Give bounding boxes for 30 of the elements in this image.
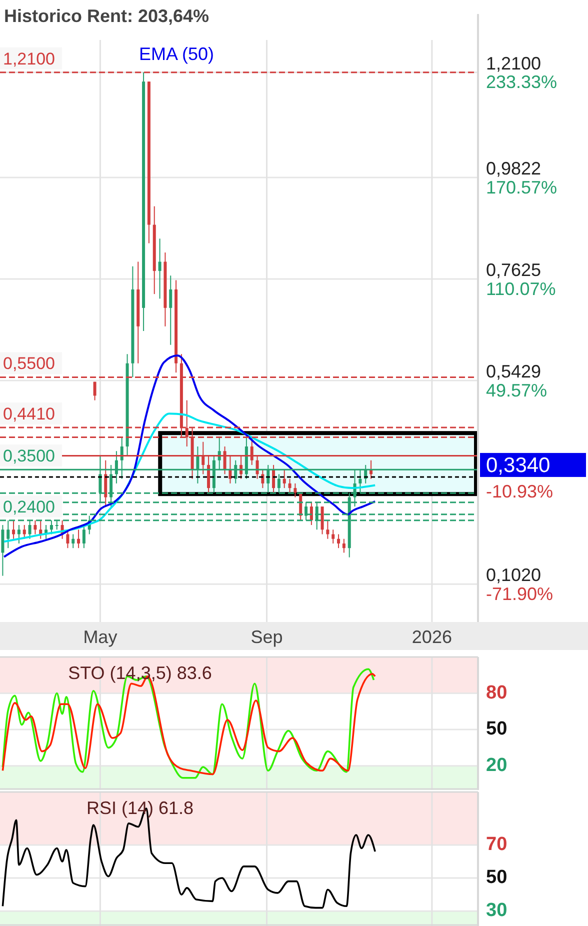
ref-line-label: 0,5500 (3, 354, 55, 374)
y-tick-label: 1,2100 (486, 53, 542, 74)
ref-line-label: 0,4410 (3, 404, 55, 424)
y-tick-label: 0,9822 (486, 158, 542, 179)
y2-tick-label: 49.57% (486, 380, 548, 400)
y2-tick-label: -10.93% (486, 482, 554, 502)
text: EMA (50) (139, 44, 214, 64)
y2-tick-label: 233.33% (486, 72, 558, 92)
x-tick-label: 2026 (412, 627, 452, 647)
x-tick-label: May (83, 627, 118, 647)
y-tick-label: 70 (486, 834, 508, 855)
ref-line-label: 0,2400 (3, 497, 55, 516)
y-tick-label: 80 (486, 682, 508, 704)
y-tick-label: 0,7625 (486, 260, 542, 280)
y-tick-label: 0,1020 (486, 565, 542, 586)
ref-line-label: 0,3500 (3, 446, 55, 466)
chart-title: RSI (14) 61.8 (86, 798, 194, 818)
y-tick-label: 20 (486, 754, 508, 776)
x-tick-label: Sep (250, 627, 283, 647)
ref-line-label: 1,2100 (3, 49, 55, 68)
ref-line-label: 0,3340 (486, 454, 550, 477)
y-tick-label: 0,5429 (486, 361, 542, 382)
y-tick-label: 50 (486, 867, 508, 888)
y2-tick-label: -71.90% (486, 584, 554, 604)
y-tick-label: 50 (486, 718, 508, 740)
y2-tick-label: 110.07% (486, 278, 556, 299)
y-tick-label: 30 (486, 900, 508, 922)
chart-title: Historico Rent: 203,64% (4, 6, 210, 26)
y2-tick-label: 170.57% (486, 177, 558, 198)
chart-title: STO (14,3,5) 83.6 (68, 663, 212, 683)
